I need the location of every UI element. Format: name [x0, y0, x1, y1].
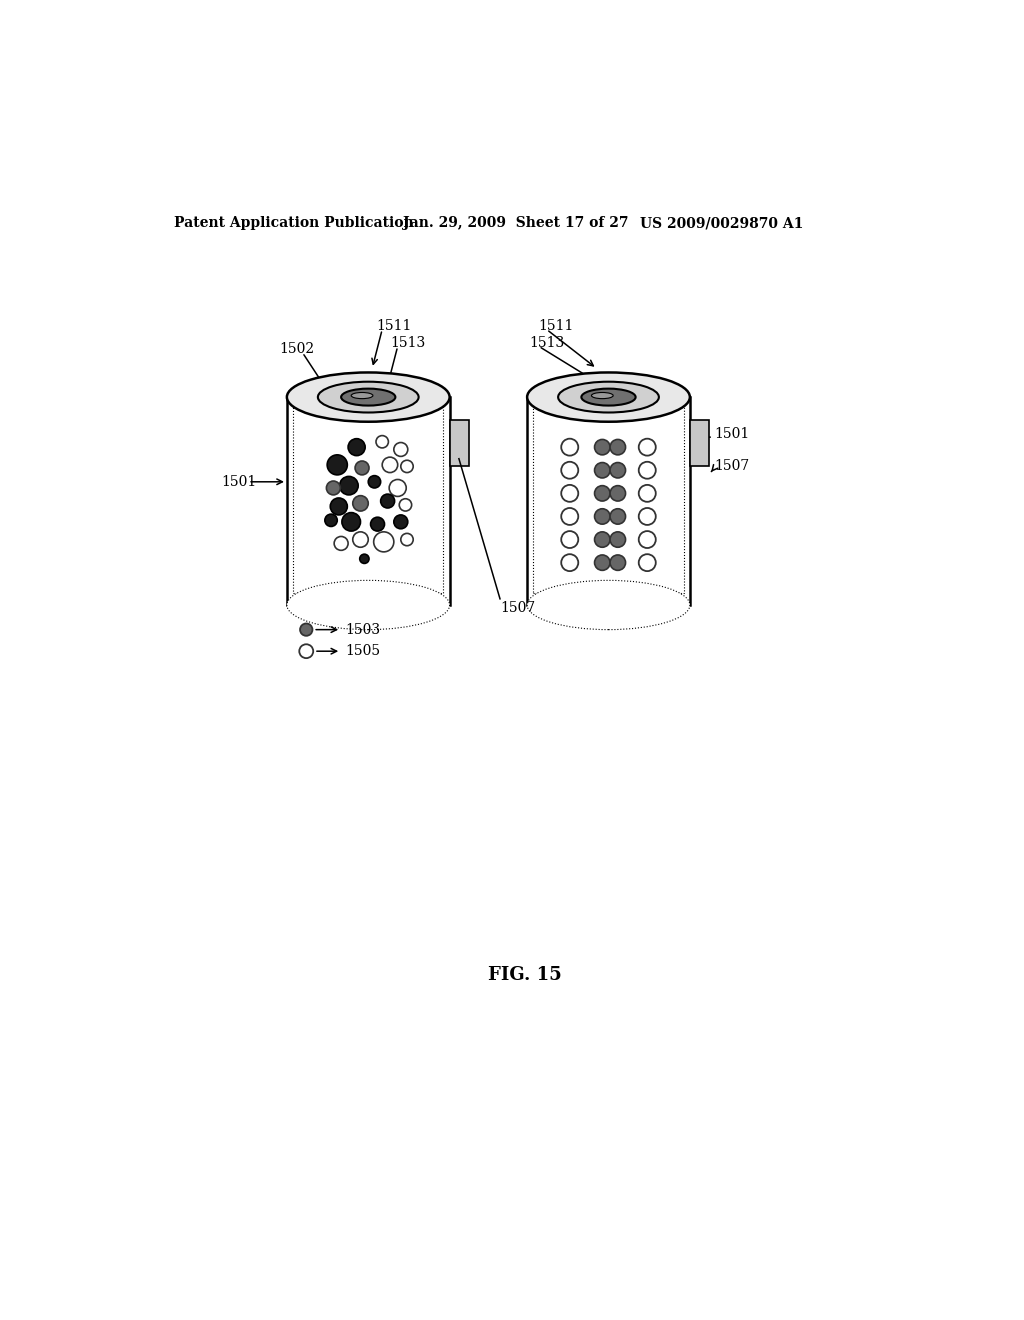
Circle shape [639, 508, 655, 525]
Ellipse shape [317, 381, 419, 413]
Circle shape [374, 532, 394, 552]
Ellipse shape [287, 372, 450, 422]
Circle shape [610, 440, 626, 455]
Text: 1507: 1507 [715, 459, 750, 474]
Text: 1513: 1513 [529, 337, 564, 350]
Circle shape [352, 496, 369, 511]
Circle shape [610, 486, 626, 502]
FancyBboxPatch shape [450, 420, 469, 466]
Text: 1507: 1507 [500, 601, 536, 615]
FancyBboxPatch shape [527, 397, 690, 605]
Text: US 2009/0029870 A1: US 2009/0029870 A1 [640, 216, 803, 230]
Circle shape [331, 498, 347, 515]
Circle shape [327, 480, 340, 495]
Circle shape [359, 554, 369, 564]
Ellipse shape [592, 392, 613, 399]
Circle shape [610, 508, 626, 524]
Ellipse shape [527, 581, 690, 630]
Circle shape [348, 438, 366, 455]
Circle shape [399, 499, 412, 511]
Ellipse shape [582, 388, 636, 405]
Circle shape [595, 532, 610, 548]
Text: 1511: 1511 [539, 319, 574, 333]
Circle shape [389, 479, 407, 496]
Circle shape [382, 457, 397, 473]
Circle shape [561, 531, 579, 548]
Circle shape [394, 442, 408, 457]
Circle shape [369, 475, 381, 488]
Text: 1505: 1505 [345, 644, 380, 659]
Circle shape [610, 532, 626, 548]
Circle shape [639, 462, 655, 479]
Circle shape [595, 486, 610, 502]
Circle shape [299, 644, 313, 659]
Ellipse shape [558, 381, 658, 413]
Circle shape [561, 438, 579, 455]
Text: 1513: 1513 [390, 337, 425, 350]
Circle shape [639, 531, 655, 548]
Circle shape [595, 462, 610, 478]
Circle shape [352, 532, 369, 548]
Circle shape [639, 438, 655, 455]
Circle shape [381, 494, 394, 508]
Circle shape [595, 440, 610, 455]
Ellipse shape [527, 372, 690, 422]
Circle shape [325, 515, 337, 527]
Circle shape [561, 508, 579, 525]
FancyBboxPatch shape [287, 397, 450, 605]
Ellipse shape [341, 388, 395, 405]
Circle shape [400, 461, 414, 473]
Circle shape [376, 436, 388, 447]
Circle shape [340, 477, 358, 495]
Ellipse shape [351, 392, 373, 399]
FancyBboxPatch shape [690, 420, 710, 466]
Circle shape [334, 536, 348, 550]
Text: Patent Application Publication: Patent Application Publication [174, 216, 414, 230]
Circle shape [371, 517, 385, 531]
Circle shape [300, 623, 312, 636]
Text: 1502: 1502 [280, 342, 314, 356]
Circle shape [400, 533, 414, 545]
Text: 1501: 1501 [715, 428, 750, 441]
Text: 1511: 1511 [376, 319, 412, 333]
Text: 1501: 1501 [221, 475, 256, 488]
Circle shape [561, 484, 579, 502]
Circle shape [639, 484, 655, 502]
Text: 1503: 1503 [345, 623, 380, 636]
Circle shape [595, 508, 610, 524]
Circle shape [639, 554, 655, 572]
Circle shape [595, 554, 610, 570]
Circle shape [561, 462, 579, 479]
Circle shape [355, 461, 369, 475]
Circle shape [610, 554, 626, 570]
Circle shape [394, 515, 408, 529]
Circle shape [561, 554, 579, 572]
Ellipse shape [287, 581, 450, 630]
Circle shape [342, 512, 360, 531]
Text: Jan. 29, 2009  Sheet 17 of 27: Jan. 29, 2009 Sheet 17 of 27 [403, 216, 629, 230]
Circle shape [610, 462, 626, 478]
Text: FIG. 15: FIG. 15 [487, 966, 562, 983]
Circle shape [328, 455, 347, 475]
